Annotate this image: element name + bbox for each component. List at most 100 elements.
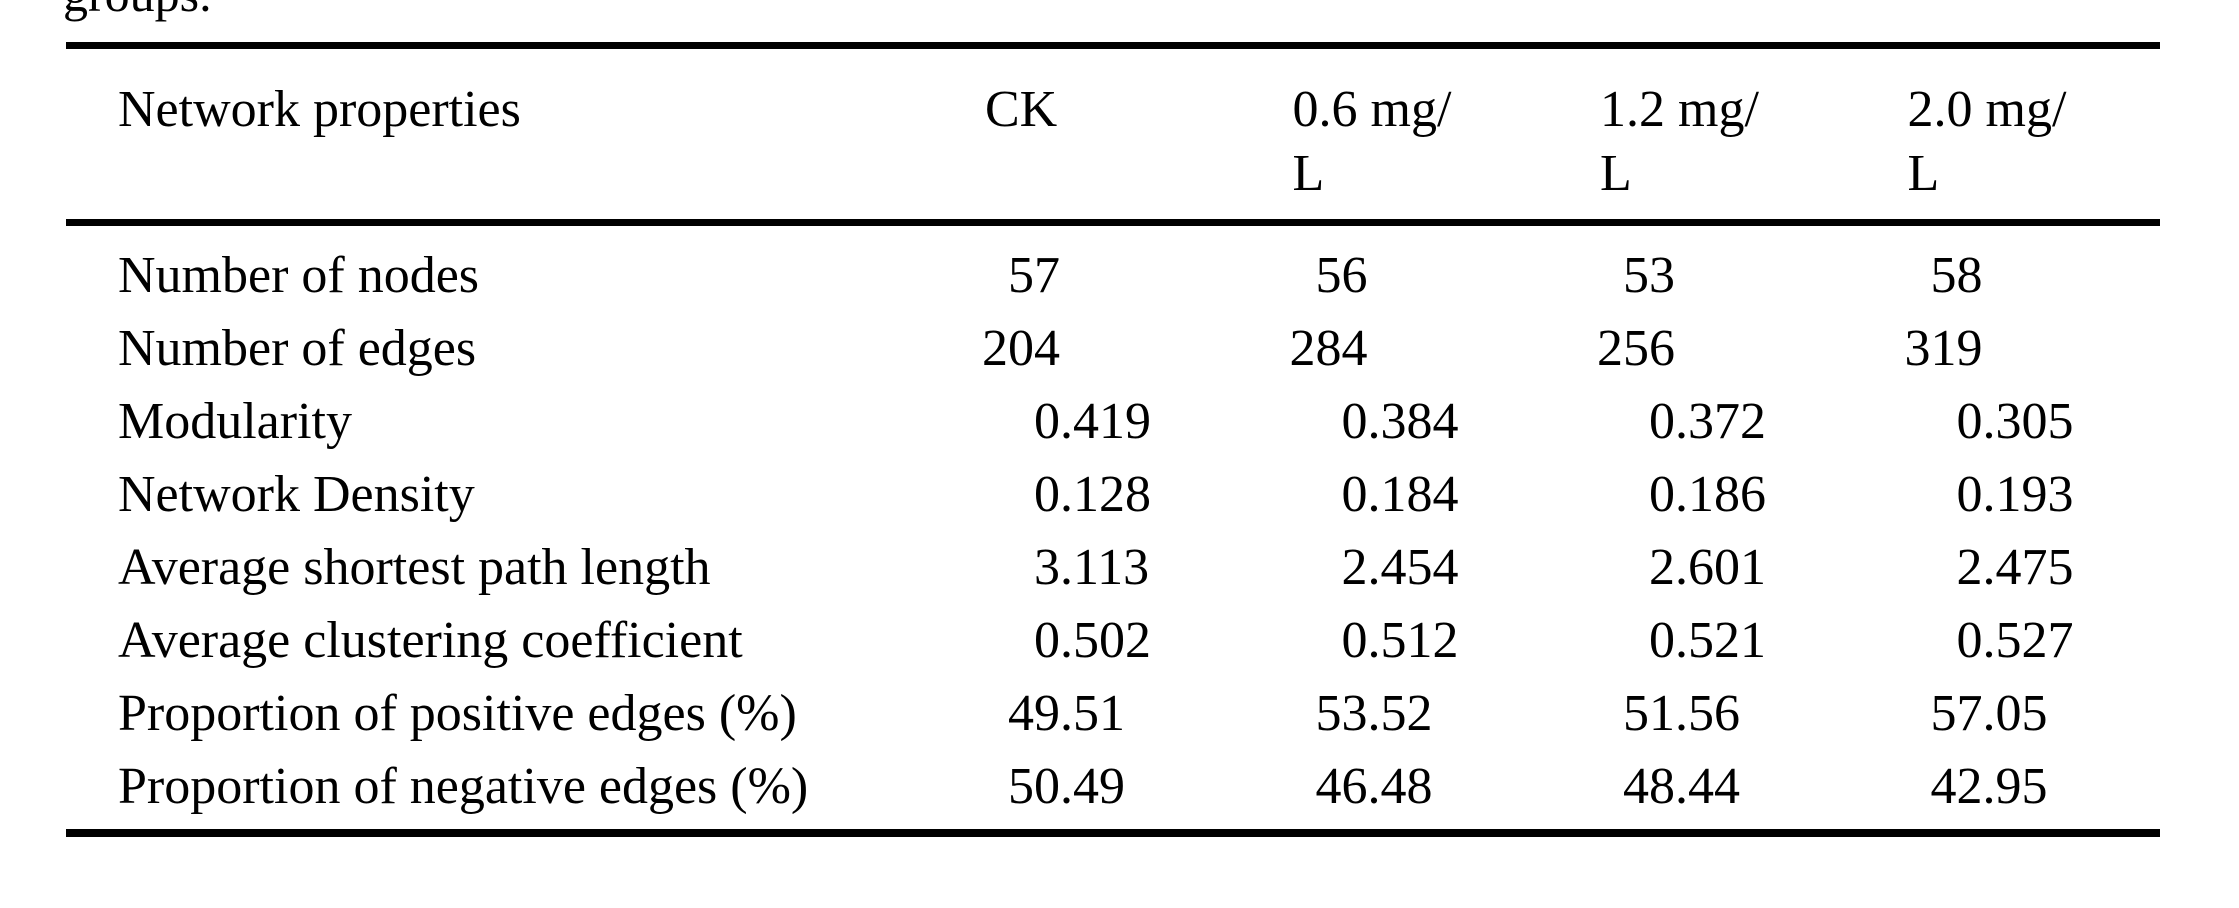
- value-cell: 46.48: [1238, 750, 1546, 823]
- value-integer-part: 49: [1008, 685, 1060, 742]
- value-cell: 284: [1238, 312, 1546, 385]
- row-label: Number of nodes: [118, 247, 480, 304]
- value-cell: 2.475: [1853, 531, 2161, 604]
- column-header-label: Network properties: [118, 81, 521, 138]
- value-integer-part: 58: [1930, 247, 1983, 304]
- value-fraction-part: .512: [1367, 612, 1459, 669]
- table-header-rule: [66, 219, 2160, 226]
- value-fraction-part: .56: [1675, 685, 1740, 742]
- value-cell: 204: [930, 312, 1238, 385]
- value-integer-part: 2: [1341, 539, 1368, 596]
- column-header-label: 2.0 mg/: [1907, 81, 2067, 138]
- value-cell: 48.44: [1545, 750, 1853, 823]
- value-cell: 0.128: [930, 458, 1238, 531]
- value-fraction-part: .502: [1060, 612, 1151, 669]
- value-cell: 50.49: [930, 750, 1238, 823]
- value-integer-part: 0: [1341, 393, 1368, 450]
- value-integer-part: 46: [1315, 758, 1368, 815]
- value-integer-part: 0: [1956, 466, 1983, 523]
- value-fraction-part: .521: [1675, 612, 1766, 669]
- value-fraction-part: .05: [1982, 685, 2048, 742]
- value-cell: 57: [930, 239, 1238, 312]
- row-label: Proportion of negative edges (%): [118, 758, 809, 815]
- row-label: Network Density: [118, 466, 475, 523]
- value-fraction-part: .527: [1982, 612, 2074, 669]
- value-integer-part: 48: [1623, 758, 1675, 815]
- column-header-1-2-mg-l: 1.2 mg/ L: [1545, 78, 1853, 206]
- value-fraction-part: .454: [1367, 539, 1459, 596]
- value-integer-part: 0: [1956, 612, 1983, 669]
- value-integer-part: 0: [1341, 612, 1368, 669]
- column-header-label-line2: L: [1600, 145, 1632, 202]
- value-cell: 42.95: [1853, 750, 2161, 823]
- row-label: Number of edges: [118, 320, 477, 377]
- table-row: Number of edges 204 284 256 319: [66, 312, 2160, 385]
- table-top-rule: [66, 42, 2160, 49]
- value-cell: 319: [1853, 312, 2161, 385]
- row-label: Modularity: [118, 393, 352, 450]
- value-integer-part: 57: [1008, 247, 1060, 304]
- value-integer-part: 0: [1649, 612, 1675, 669]
- value-cell: 2.601: [1545, 531, 1853, 604]
- table-row: Average clustering coefficient 0.502 0.512…: [66, 604, 2160, 677]
- row-label: Average shortest path length: [118, 539, 711, 596]
- value-integer-part: 284: [1289, 320, 1368, 377]
- value-fraction-part: .48: [1367, 758, 1433, 815]
- value-integer-part: 50: [1008, 758, 1060, 815]
- value-cell: 0.502: [930, 604, 1238, 677]
- value-fraction-part: .113: [1060, 539, 1150, 596]
- value-fraction-part: .601: [1675, 539, 1766, 596]
- value-integer-part: 0: [1649, 466, 1675, 523]
- value-fraction-part: .44: [1675, 758, 1740, 815]
- value-cell: 0.419: [930, 385, 1238, 458]
- value-integer-part: 0: [1034, 612, 1060, 669]
- column-header-label: CK: [985, 81, 1058, 138]
- column-header-label: 1.2 mg/: [1600, 81, 1759, 138]
- value-cell: 0.521: [1545, 604, 1853, 677]
- value-integer-part: 53: [1315, 685, 1368, 742]
- value-fraction-part: .193: [1982, 466, 2074, 523]
- value-fraction-part: .475: [1982, 539, 2074, 596]
- value-integer-part: 0: [1034, 466, 1060, 523]
- value-integer-part: 42: [1930, 758, 1983, 815]
- caption-text-fragment: groups.: [63, 0, 212, 19]
- table-bottom-rule: [66, 829, 2160, 837]
- value-fraction-part: .128: [1060, 466, 1151, 523]
- value-integer-part: 51: [1623, 685, 1675, 742]
- value-cell: 49.51: [930, 677, 1238, 750]
- value-cell: 0.384: [1238, 385, 1546, 458]
- value-cell: 0.184: [1238, 458, 1546, 531]
- value-cell: 256: [1545, 312, 1853, 385]
- table-row: Network Density 0.128 0.184 0.186 0.193: [66, 458, 2160, 531]
- value-integer-part: 56: [1315, 247, 1368, 304]
- value-cell: 57.05: [1853, 677, 2161, 750]
- value-integer-part: 53: [1623, 247, 1675, 304]
- value-fraction-part: .49: [1060, 758, 1125, 815]
- value-fraction-part: .52: [1367, 685, 1433, 742]
- table-row: Modularity 0.419 0.384 0.372 0.305: [66, 385, 2160, 458]
- value-integer-part: 0: [1649, 393, 1675, 450]
- value-integer-part: 204: [982, 320, 1060, 377]
- value-cell: 53.52: [1238, 677, 1546, 750]
- value-integer-part: 256: [1597, 320, 1675, 377]
- column-header-0-6-mg-l: 0.6 mg/ L: [1238, 78, 1546, 206]
- value-fraction-part: .305: [1982, 393, 2074, 450]
- value-fraction-part: .95: [1982, 758, 2048, 815]
- value-cell: 2.454: [1238, 531, 1546, 604]
- value-integer-part: 57: [1930, 685, 1983, 742]
- table-row: Average shortest path length 3.113 2.454 2.…: [66, 531, 2160, 604]
- value-fraction-part: .372: [1675, 393, 1766, 450]
- column-header-label-line2: L: [1292, 145, 1325, 202]
- value-integer-part: 0: [1956, 393, 1983, 450]
- value-integer-part: 0: [1034, 393, 1060, 450]
- network-properties-table: Network properties CK 0.6 mg/ L 1.2 mg/ …: [66, 42, 2160, 837]
- value-integer-part: 0: [1341, 466, 1368, 523]
- value-integer-part: 3: [1034, 539, 1060, 596]
- row-label: Proportion of positive edges (%): [118, 685, 797, 742]
- value-cell: 3.113: [930, 531, 1238, 604]
- column-header-label-line2: L: [1907, 145, 1940, 202]
- value-cell: 51.56: [1545, 677, 1853, 750]
- value-cell: 0.186: [1545, 458, 1853, 531]
- value-fraction-part: .51: [1060, 685, 1125, 742]
